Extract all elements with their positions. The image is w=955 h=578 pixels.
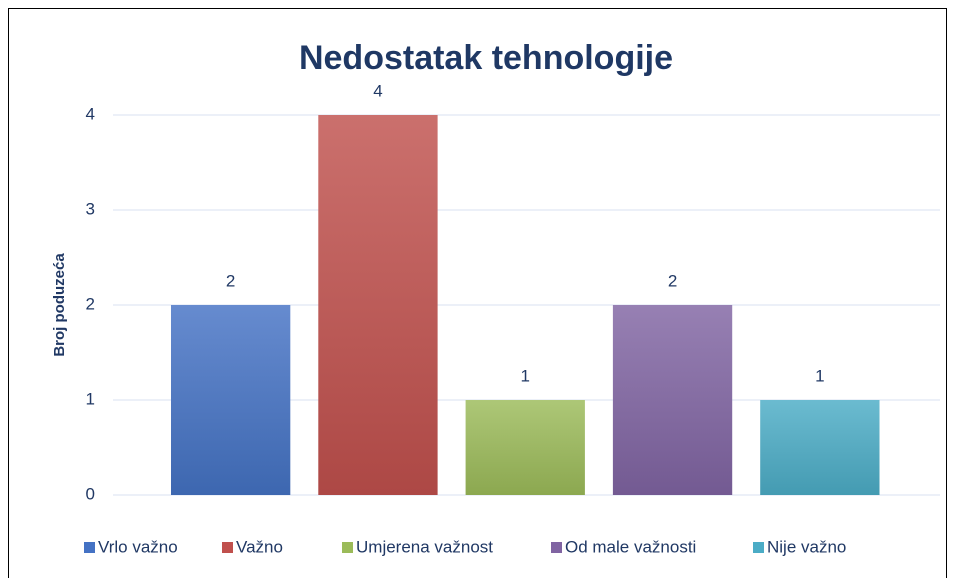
bar (318, 115, 438, 495)
data-label: 2 (226, 271, 235, 290)
y-tick-label: 1 (86, 389, 95, 408)
legend-swatch (753, 542, 764, 553)
chart-title: Nedostatak tehnologije (299, 39, 673, 77)
y-axis-label: Broj poduzeća (51, 253, 68, 357)
legend-swatch (222, 542, 233, 553)
bar (760, 400, 880, 495)
legend-label: Važno (236, 537, 283, 556)
data-label: 1 (521, 366, 530, 385)
y-tick-label: 0 (86, 484, 95, 503)
legend-label: Od male važnosti (565, 537, 696, 556)
y-tick-label: 2 (86, 294, 95, 313)
data-label: 2 (668, 271, 677, 290)
data-label: 1 (815, 366, 824, 385)
data-label: 4 (373, 81, 382, 100)
bar (170, 305, 291, 495)
legend-label: Umjerena važnost (356, 537, 493, 556)
legend-swatch (551, 542, 562, 553)
legend-label: Nije važno (767, 537, 846, 556)
bar (465, 400, 585, 495)
bar (612, 305, 733, 495)
chart-frame (8, 8, 947, 578)
y-tick-label: 4 (86, 104, 95, 123)
legend-swatch (84, 542, 95, 553)
legend-label: Vrlo važno (98, 537, 178, 556)
y-tick-label: 3 (86, 199, 95, 218)
legend-swatch (342, 542, 353, 553)
